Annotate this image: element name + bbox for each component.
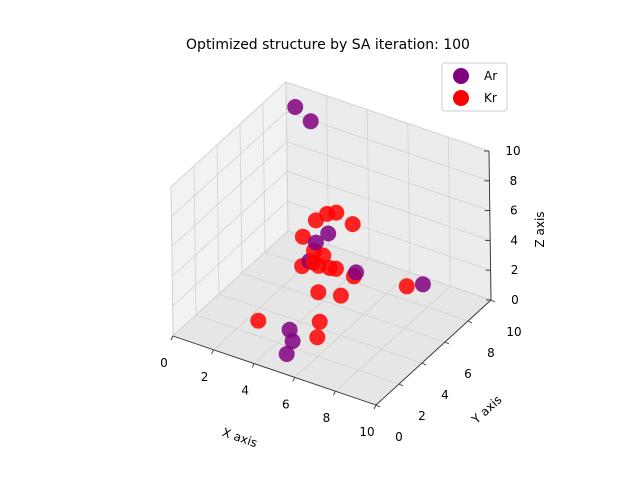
grid-line-x-back bbox=[366, 109, 370, 259]
data-point-ar bbox=[320, 225, 337, 242]
x-tick-mark bbox=[170, 335, 174, 341]
data-point-kr bbox=[344, 216, 361, 233]
grid-line-z-back bbox=[285, 81, 490, 152]
x-tick-mark bbox=[373, 404, 377, 410]
tick-labels: 0 2 4 6 8 10 0 2 4 6 8 10 0 2 4 6 8 10 bbox=[160, 144, 521, 444]
y-tick-label: 10 bbox=[506, 325, 521, 339]
x-tick-label: 8 bbox=[323, 411, 331, 425]
y-tick-label: 4 bbox=[441, 388, 449, 402]
data-point-ar bbox=[414, 276, 431, 293]
grid-line-y-floor bbox=[241, 272, 446, 343]
x-tick-mark bbox=[211, 349, 215, 355]
y-axis-line bbox=[375, 299, 492, 406]
grid-line-y-left bbox=[262, 102, 266, 253]
data-point-ar bbox=[348, 264, 365, 281]
grid-line-x-back bbox=[448, 137, 451, 287]
grid-line-z-left bbox=[171, 141, 288, 247]
z-tick-label: 2 bbox=[511, 263, 519, 277]
y-tick-label: 0 bbox=[395, 430, 403, 444]
data-point-kr bbox=[398, 278, 415, 295]
z-axis-line bbox=[488, 150, 492, 301]
legend-marker-kr bbox=[453, 90, 469, 106]
z-tick-label: 6 bbox=[510, 204, 518, 218]
grid-line-x-floor bbox=[294, 272, 411, 378]
data-point-ar bbox=[284, 333, 301, 350]
legend-label-ar: Ar bbox=[484, 69, 497, 83]
y-tick-mark bbox=[398, 383, 404, 387]
x-axis-line bbox=[172, 335, 377, 406]
y-tick-label: 8 bbox=[487, 346, 495, 360]
y-tick-mark bbox=[421, 362, 427, 366]
z-tick-label: 4 bbox=[510, 233, 518, 247]
legend: Ar Kr bbox=[441, 62, 508, 112]
y-tick-label: 2 bbox=[418, 409, 426, 423]
grid-line-z-back bbox=[286, 141, 490, 211]
grid-line-y-left bbox=[170, 186, 174, 337]
x-tick-label: 6 bbox=[282, 397, 290, 411]
data-points bbox=[250, 99, 431, 362]
data-point-kr bbox=[327, 260, 344, 277]
data-point-kr bbox=[311, 313, 328, 330]
grid-line-z-back bbox=[287, 171, 491, 241]
y-tick-mark bbox=[444, 341, 450, 345]
grid-line-z-left bbox=[172, 200, 288, 307]
x-tick-mark bbox=[292, 377, 296, 382]
grid-line-x-back bbox=[407, 123, 411, 273]
grid-line-y-left bbox=[239, 123, 243, 274]
grid-line-z-back bbox=[286, 111, 490, 182]
grid-line-z-left bbox=[170, 81, 287, 188]
grid-line-y-floor bbox=[195, 314, 400, 385]
grid-line-z-left bbox=[172, 230, 289, 337]
x-tick-label: 2 bbox=[201, 370, 209, 384]
legend-box bbox=[441, 62, 508, 112]
grid-line-y-left bbox=[285, 81, 289, 232]
grid-line-y-left bbox=[193, 165, 197, 316]
data-point-kr bbox=[315, 247, 332, 264]
z-axis-label: Z axis bbox=[533, 211, 547, 247]
grid-line-z-left bbox=[171, 111, 287, 218]
data-point-ar bbox=[302, 113, 319, 130]
x-tick-label: 4 bbox=[241, 384, 249, 398]
x-tick-mark bbox=[332, 390, 336, 396]
y-tick-mark bbox=[490, 299, 496, 303]
y-tick-label: 6 bbox=[464, 367, 472, 381]
axis-lines bbox=[172, 150, 492, 406]
legend-marker-ar bbox=[453, 68, 469, 84]
legend-label-kr: Kr bbox=[484, 91, 497, 105]
data-point-kr bbox=[328, 204, 345, 221]
data-point-ar bbox=[278, 346, 295, 362]
data-point-ar bbox=[287, 99, 304, 115]
data-point-kr bbox=[250, 312, 267, 329]
grid-line-x-floor bbox=[335, 285, 451, 392]
x-axis-label: X axis bbox=[220, 425, 259, 450]
grid-line-z-left bbox=[171, 171, 288, 277]
data-point-kr bbox=[294, 228, 311, 245]
data-point-kr bbox=[309, 329, 326, 346]
z-tick-label: 10 bbox=[505, 144, 520, 158]
y-tick-mark bbox=[375, 404, 381, 408]
z-tick-label: 8 bbox=[510, 174, 518, 188]
data-point-kr bbox=[310, 284, 327, 301]
data-point-ar bbox=[307, 234, 324, 251]
z-tick-label: 0 bbox=[511, 293, 519, 307]
data-point-kr bbox=[332, 287, 349, 304]
grid-line-y-left bbox=[216, 144, 220, 295]
y-axis-label: Y axis bbox=[468, 393, 504, 428]
x-tick-label: 10 bbox=[359, 425, 374, 439]
x-tick-label: 0 bbox=[160, 356, 168, 370]
chart-title: Optimized structure by SA iteration: 100 bbox=[186, 37, 470, 53]
x-tick-mark bbox=[251, 363, 255, 368]
tick-marks bbox=[170, 150, 496, 410]
y-tick-mark bbox=[467, 320, 473, 324]
